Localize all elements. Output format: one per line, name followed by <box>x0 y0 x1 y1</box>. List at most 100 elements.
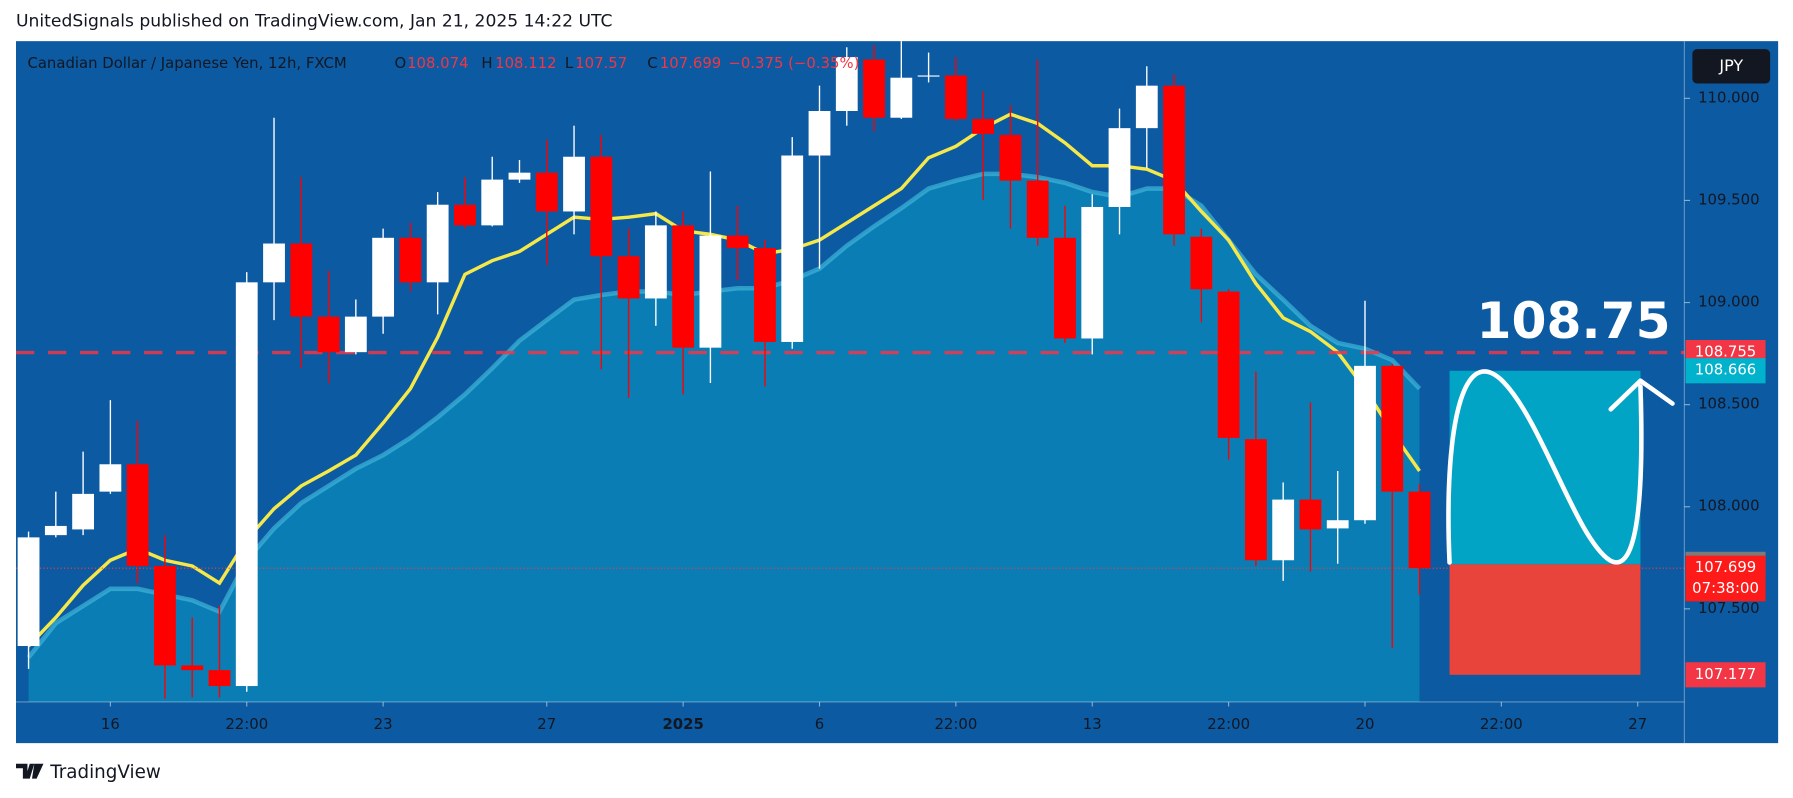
candle-body <box>154 565 176 666</box>
price-tag-label: 107.177 <box>1695 665 1756 683</box>
candle-body <box>1326 520 1349 529</box>
ma-line <box>27 112 1421 648</box>
legend-h-key: H <box>481 54 492 72</box>
candle-body <box>1244 439 1267 561</box>
x-tick-label: 16 <box>101 715 120 733</box>
legend-o: 108.074 <box>407 54 468 72</box>
y-tick-label: 108.000 <box>1698 497 1759 515</box>
price-tag <box>1685 662 1766 688</box>
candle-body <box>99 464 122 492</box>
y-tick-label: 109.000 <box>1698 293 1759 311</box>
candle-body <box>1135 85 1158 129</box>
x-tick-label: 22:00 <box>1207 715 1250 733</box>
candle-body <box>317 316 340 353</box>
candle-body <box>481 179 504 226</box>
candle-body <box>781 155 804 342</box>
price-tag-countdown: 07:38:00 <box>1692 579 1759 597</box>
x-tick-label: 2025 <box>662 715 703 733</box>
candle-body <box>1381 365 1404 492</box>
candle-body <box>972 118 995 134</box>
candle-body <box>863 59 885 118</box>
candle-body <box>917 75 940 77</box>
candle-body <box>1054 237 1076 339</box>
candle-body <box>263 243 285 283</box>
candle-body <box>1081 206 1104 339</box>
currency-label: JPY <box>1718 56 1743 75</box>
legend-c-key: C <box>647 54 657 72</box>
candle-body <box>1190 236 1213 290</box>
forecast-curve <box>1446 369 1644 565</box>
price-tag <box>1685 358 1766 384</box>
x-tick-label: 6 <box>815 715 824 733</box>
candle-body <box>72 493 95 530</box>
candle-body <box>944 75 967 119</box>
footer-brand: TradingView <box>49 762 161 783</box>
candle-body <box>17 537 40 647</box>
publisher-header: UnitedSignals published on TradingView.c… <box>16 12 612 32</box>
candle-body <box>344 316 367 353</box>
position-stop-zone <box>1449 564 1641 675</box>
candle-body <box>1299 499 1322 530</box>
candle-body <box>372 237 395 317</box>
candle-body <box>1163 85 1185 235</box>
x-tick-label: 22:00 <box>225 715 268 733</box>
price-tag-label: 107.699 <box>1695 558 1756 576</box>
y-tick-label: 109.500 <box>1698 190 1759 208</box>
legend-o-key: O <box>395 54 407 72</box>
candle-body <box>754 248 776 342</box>
candle-body <box>235 282 258 687</box>
candle-body <box>590 156 613 257</box>
candle-body <box>699 235 722 348</box>
candle-body <box>454 204 476 226</box>
legend-h: 108.112 <box>495 54 556 72</box>
candle-body <box>1217 291 1240 438</box>
candle-body <box>672 225 695 348</box>
plot-area <box>16 41 1685 702</box>
candle-body <box>644 225 667 299</box>
legend-l: 107.57 <box>575 54 627 72</box>
candle-body <box>1108 128 1131 207</box>
candle-body <box>399 237 422 283</box>
candle-body <box>181 665 204 671</box>
candle-body <box>726 235 749 249</box>
candle-body <box>808 110 831 156</box>
candle-body <box>508 172 531 180</box>
candle-body <box>1272 499 1295 561</box>
candle-body <box>1026 180 1049 238</box>
forecast-arrow <box>1608 378 1675 412</box>
candle-body <box>290 243 313 317</box>
price-tag <box>1685 555 1766 602</box>
candle-body <box>835 57 858 111</box>
logo-icon <box>16 763 44 779</box>
candle-body <box>617 256 640 299</box>
candle-body <box>563 156 585 212</box>
y-tick-label: 107.500 <box>1698 599 1759 617</box>
x-tick-label: 13 <box>1083 715 1102 733</box>
candle-body <box>999 134 1022 181</box>
price-tag-label: 108.666 <box>1695 361 1756 379</box>
tradingview-logo: TradingView <box>16 762 161 783</box>
legend-l-key: L <box>565 54 574 72</box>
x-tick-label: 27 <box>1628 715 1647 733</box>
x-tick-label: 22:00 <box>1480 715 1523 733</box>
legend-title: Canadian Dollar / Japanese Yen, 12h, FXC… <box>27 54 346 72</box>
legend-change: −0.375 (−0.35%) <box>728 54 859 72</box>
annotation: 108.75 <box>1477 291 1671 350</box>
candle-body <box>426 204 449 283</box>
x-tick-label: 23 <box>374 715 393 733</box>
candle-body <box>208 670 231 687</box>
price-tag-label: 108.755 <box>1695 343 1756 361</box>
candle-body <box>44 525 67 536</box>
x-tick-label: 22:00 <box>934 715 977 733</box>
candle-body <box>126 464 149 566</box>
x-tick-label: 27 <box>537 715 556 733</box>
candle-body <box>1408 491 1431 569</box>
candle-body <box>890 77 913 118</box>
legend-c: 107.699 <box>660 54 721 72</box>
y-tick-label: 108.500 <box>1698 395 1759 413</box>
currency-button[interactable] <box>1692 49 1771 84</box>
position-target-zone <box>1449 370 1641 565</box>
y-tick-label: 110.000 <box>1698 88 1759 106</box>
x-tick-label: 20 <box>1356 715 1375 733</box>
